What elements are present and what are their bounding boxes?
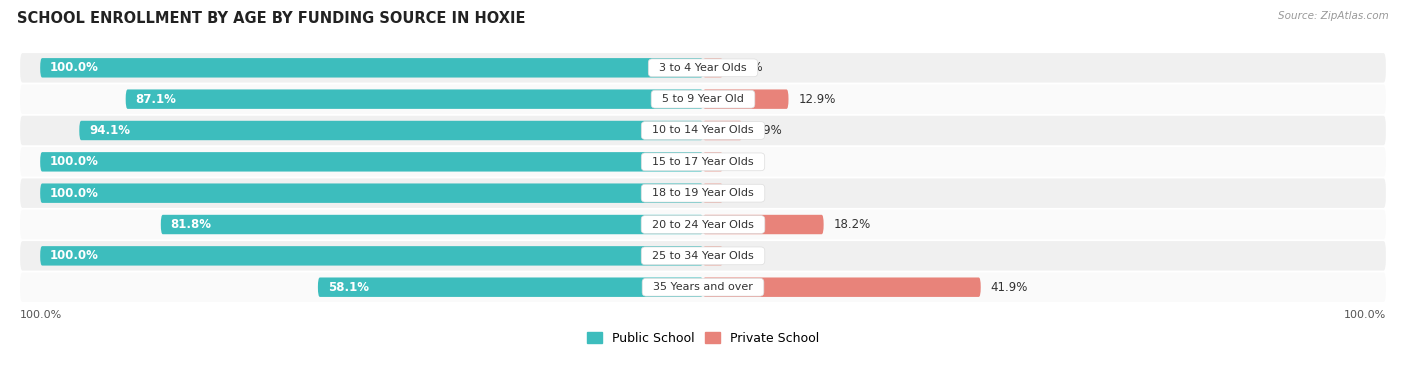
Text: Source: ZipAtlas.com: Source: ZipAtlas.com (1278, 11, 1389, 21)
FancyBboxPatch shape (20, 147, 1386, 176)
Text: 100.0%: 100.0% (20, 310, 62, 320)
Text: 100.0%: 100.0% (51, 61, 98, 74)
FancyBboxPatch shape (20, 84, 1386, 114)
FancyBboxPatch shape (125, 89, 703, 109)
Text: 0.0%: 0.0% (733, 249, 762, 262)
Text: 10 to 14 Year Olds: 10 to 14 Year Olds (645, 126, 761, 135)
Text: 87.1%: 87.1% (135, 93, 177, 106)
FancyBboxPatch shape (20, 116, 1386, 145)
FancyBboxPatch shape (20, 178, 1386, 208)
FancyBboxPatch shape (703, 58, 723, 78)
Text: 41.9%: 41.9% (991, 281, 1028, 294)
Text: 100.0%: 100.0% (51, 249, 98, 262)
Text: 0.0%: 0.0% (733, 187, 762, 200)
Text: 100.0%: 100.0% (1344, 310, 1386, 320)
FancyBboxPatch shape (318, 277, 703, 297)
FancyBboxPatch shape (20, 210, 1386, 239)
Text: 35 Years and over: 35 Years and over (647, 282, 759, 292)
FancyBboxPatch shape (41, 184, 703, 203)
FancyBboxPatch shape (703, 121, 742, 140)
Text: 0.0%: 0.0% (733, 61, 762, 74)
FancyBboxPatch shape (160, 215, 703, 234)
FancyBboxPatch shape (703, 277, 981, 297)
Text: 81.8%: 81.8% (170, 218, 212, 231)
FancyBboxPatch shape (41, 246, 703, 265)
Text: 15 to 17 Year Olds: 15 to 17 Year Olds (645, 157, 761, 167)
Text: SCHOOL ENROLLMENT BY AGE BY FUNDING SOURCE IN HOXIE: SCHOOL ENROLLMENT BY AGE BY FUNDING SOUR… (17, 11, 526, 26)
FancyBboxPatch shape (703, 152, 723, 172)
FancyBboxPatch shape (703, 246, 723, 265)
FancyBboxPatch shape (20, 241, 1386, 271)
Text: 25 to 34 Year Olds: 25 to 34 Year Olds (645, 251, 761, 261)
Text: 100.0%: 100.0% (51, 155, 98, 169)
Text: 5 to 9 Year Old: 5 to 9 Year Old (655, 94, 751, 104)
Text: 20 to 24 Year Olds: 20 to 24 Year Olds (645, 219, 761, 230)
FancyBboxPatch shape (703, 184, 723, 203)
Text: 5.9%: 5.9% (752, 124, 782, 137)
Text: 58.1%: 58.1% (328, 281, 368, 294)
Text: 100.0%: 100.0% (51, 187, 98, 200)
Text: 12.9%: 12.9% (799, 93, 835, 106)
FancyBboxPatch shape (79, 121, 703, 140)
FancyBboxPatch shape (703, 215, 824, 234)
Text: 18.2%: 18.2% (834, 218, 870, 231)
FancyBboxPatch shape (41, 152, 703, 172)
Text: 18 to 19 Year Olds: 18 to 19 Year Olds (645, 188, 761, 198)
FancyBboxPatch shape (41, 58, 703, 78)
Text: 94.1%: 94.1% (89, 124, 131, 137)
Legend: Public School, Private School: Public School, Private School (582, 327, 824, 350)
FancyBboxPatch shape (20, 53, 1386, 83)
Text: 0.0%: 0.0% (733, 155, 762, 169)
FancyBboxPatch shape (703, 89, 789, 109)
FancyBboxPatch shape (20, 273, 1386, 302)
Text: 3 to 4 Year Olds: 3 to 4 Year Olds (652, 63, 754, 73)
